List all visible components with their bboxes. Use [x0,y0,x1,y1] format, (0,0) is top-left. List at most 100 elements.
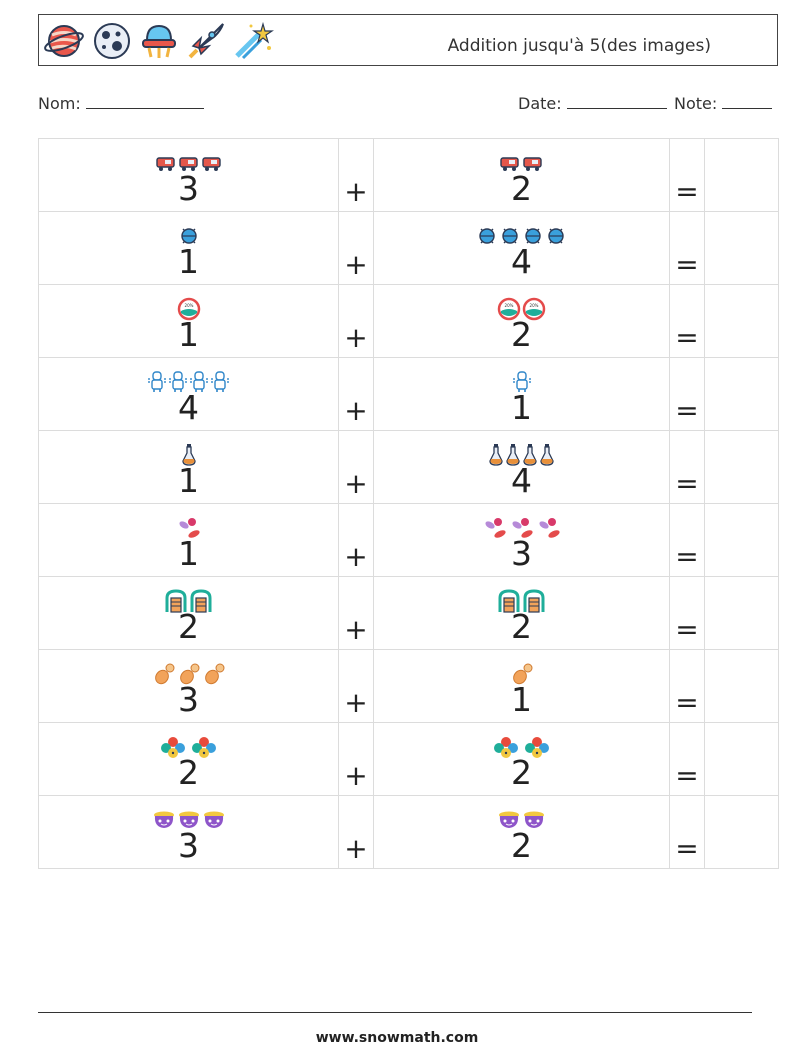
first-addend-number: 4 [178,388,199,427]
second-addend-cell: 2 [373,795,670,869]
asteroid-icon [510,662,534,686]
planets-cluster-icon [189,734,219,760]
satellite-probe-icon [545,225,567,247]
equals-cell: = [669,211,705,285]
astronaut-icon [147,370,167,394]
second-addend-cell: 1 [373,357,670,431]
plus-cell: + [338,284,374,358]
equals-cell: = [669,138,705,212]
note-field: Note: [674,94,773,113]
equals-sign: = [675,321,699,354]
answer-cell[interactable] [704,576,779,650]
svg-text:20%: 20% [505,303,514,308]
problem-row: 3 +1 = [38,649,779,723]
flask-icon [522,443,538,467]
answer-cell[interactable] [704,503,779,577]
plus-sign: + [344,759,368,792]
problem-row: 2 +2 = [38,722,779,796]
second-addend-pictures: 20% 20% [374,297,669,321]
second-addend-pictures [374,151,669,175]
first-addend-number: 2 [178,607,199,646]
answer-cell[interactable] [704,284,779,358]
name-label: Nom: [38,94,81,113]
cauldron-icon [202,809,226,831]
second-addend-cell: 2 [373,576,670,650]
second-addend-number: 2 [511,315,532,354]
equals-sign: = [675,759,699,792]
meteor-icon [536,516,562,540]
second-addend-cell: 1 [373,649,670,723]
footer-url: www.snowmath.com [315,1030,479,1046]
meteor-icon [509,516,535,540]
satellite-probe-icon [499,225,521,247]
answer-cell[interactable] [704,649,779,723]
equals-sign: = [675,540,699,573]
second-addend-number: 1 [511,680,532,719]
first-addend-pictures: 20% [39,297,338,321]
equals-cell: = [669,284,705,358]
second-addend-pictures [374,735,669,759]
problem-row: 1 +3 = [38,503,779,577]
cauldron-icon [177,809,201,831]
equals-cell: = [669,795,705,869]
planet-globe-icon: 20% [497,297,521,321]
ufo-icon [142,24,176,58]
answer-cell[interactable] [704,430,779,504]
note-blank[interactable] [722,94,773,109]
first-addend-cell: 4 [38,357,339,431]
equals-sign: = [675,175,699,208]
problem-row: 1 +4 = [38,430,779,504]
flask-icon [488,443,504,467]
second-addend-cell: 4 [373,430,670,504]
second-addend-pictures [374,443,669,467]
satellite-probe-icon [178,225,200,247]
second-addend-number: 1 [511,388,532,427]
plus-sign: + [344,248,368,281]
first-addend-pictures [39,735,338,759]
answer-cell[interactable] [704,211,779,285]
cauldron-icon [497,809,521,831]
rover-icon [522,153,544,173]
second-addend-pictures [374,662,669,686]
equals-sign: = [675,248,699,281]
plus-cell: + [338,503,374,577]
space-station-icon [189,588,213,614]
meteor-icon [176,516,202,540]
first-addend-pictures [39,589,338,613]
second-addend-number: 2 [511,607,532,646]
first-addend-pictures [39,516,338,540]
svg-text:20%: 20% [530,303,539,308]
moon-icon [94,23,130,59]
problem-row: 3 +2 = [38,795,779,869]
plus-sign: + [344,686,368,719]
answer-cell[interactable] [704,722,779,796]
plus-cell: + [338,430,374,504]
cauldron-icon [522,809,546,831]
name-blank[interactable] [85,94,204,109]
first-addend-pictures [39,224,338,248]
page-title: Addition jusqu'à 5(des images) [447,36,711,56]
answer-cell[interactable] [704,138,779,212]
flask-icon [181,443,197,467]
date-blank[interactable] [566,94,667,109]
footer-divider [38,1012,752,1013]
problem-row: 1 +4 = [38,211,779,285]
second-addend-number: 2 [511,753,532,792]
second-addend-cell: 2 [373,138,670,212]
equals-cell: = [669,503,705,577]
second-addend-number: 2 [511,826,532,865]
second-addend-pictures [374,589,669,613]
astronaut-icon [512,370,532,394]
problems-table: 3 +2 = 1 +4 = 20% 1 +20% 20% 2 = 4 +1 = 1 +4 = 1 +3 = 2 +2 = 3 +1… [38,138,779,869]
first-addend-number: 2 [178,753,199,792]
astronaut-icon [168,370,188,394]
first-addend-number: 3 [178,680,199,719]
second-addend-number: 4 [511,461,532,500]
second-addend-number: 2 [511,169,532,208]
first-addend-pictures [39,151,338,175]
answer-cell[interactable] [704,795,779,869]
plus-cell: + [338,211,374,285]
space-station-icon [164,588,188,614]
answer-cell[interactable] [704,357,779,431]
second-addend-cell: 20% 20% 2 [373,284,670,358]
